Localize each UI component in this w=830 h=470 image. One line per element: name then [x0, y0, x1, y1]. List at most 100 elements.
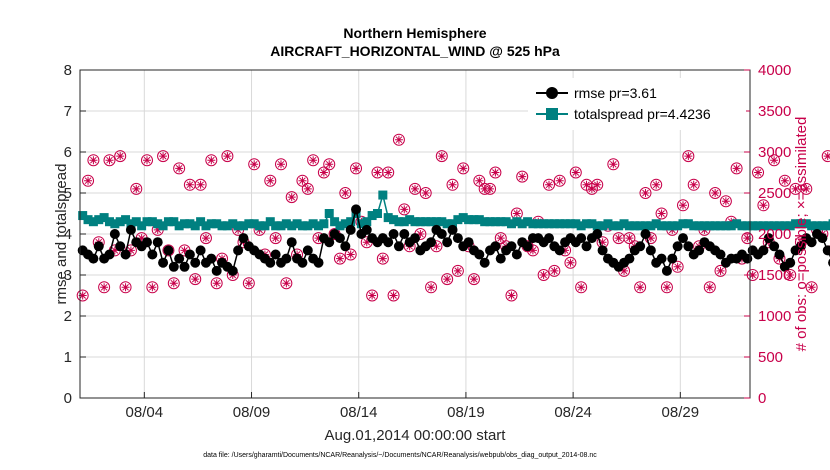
obs-count-point — [344, 248, 357, 261]
obs-count-point — [516, 170, 529, 183]
totalspread-point — [651, 219, 661, 229]
obs-possible-marker — [141, 154, 153, 167]
obs-possible-marker — [82, 174, 95, 187]
obs-possible-marker — [687, 178, 700, 191]
totalspread-point — [437, 217, 447, 227]
obs-assimilated-marker — [411, 184, 419, 193]
obs-assimilated-marker — [84, 176, 93, 185]
totalspread-point — [624, 221, 634, 231]
totalspread-point — [121, 215, 131, 225]
rmse-point — [233, 245, 244, 256]
rmse-point — [184, 249, 195, 260]
totalspread-point — [780, 221, 790, 231]
footnote: data file: /Users/gharamti/Documents/NCA… — [203, 452, 597, 459]
rmse-point — [822, 245, 830, 256]
totalspread-point — [174, 221, 184, 231]
obs-assimilated-marker — [539, 271, 548, 279]
totalspread-point — [94, 215, 104, 225]
obs-assimilated-marker — [121, 283, 130, 292]
totalspread-point — [571, 219, 581, 229]
obs-possible-marker — [516, 170, 529, 183]
totalspread-point — [137, 221, 147, 231]
rmse-point — [179, 261, 190, 272]
obs-assimilated-marker — [400, 205, 409, 214]
rmse-point — [672, 241, 683, 252]
obs-assimilated-marker — [143, 156, 151, 165]
obs-count-point — [650, 178, 663, 191]
rmse-point — [345, 224, 356, 235]
obs-count-point — [677, 199, 689, 212]
obs-possible-marker — [344, 248, 357, 261]
obs-assimilated-marker — [646, 234, 655, 243]
obs-possible-marker — [682, 150, 695, 163]
obs-count-point — [419, 187, 432, 199]
obs-possible-marker — [194, 178, 207, 191]
obs-possible-marker — [564, 256, 577, 269]
rmse-point — [383, 237, 394, 248]
obs-possible-marker — [419, 187, 432, 199]
obs-assimilated-marker — [684, 152, 693, 161]
rmse-point — [581, 241, 592, 252]
totalspread-point — [555, 219, 565, 229]
rmse-point — [152, 237, 163, 248]
obs-possible-marker — [275, 158, 287, 171]
obs-possible-marker — [264, 174, 277, 187]
obs-possible-marker — [607, 158, 620, 171]
obs-assimilated-marker — [309, 156, 318, 165]
obs-assimilated-marker — [823, 152, 830, 161]
obs-assimilated-marker — [78, 291, 87, 300]
obs-possible-marker — [660, 281, 673, 294]
obs-assimilated-marker — [201, 234, 210, 243]
obs-assimilated-marker — [362, 238, 371, 247]
rmse-point — [168, 261, 179, 272]
totalspread-point — [383, 213, 393, 223]
totalspread-point — [769, 221, 779, 231]
rmse-point — [206, 253, 217, 264]
obs-count-point — [569, 166, 582, 179]
obs-count-point — [323, 158, 336, 171]
obs-possible-marker — [398, 203, 411, 216]
obs-count-point — [141, 154, 153, 167]
totalspread-point — [362, 217, 372, 227]
obs-assimilated-marker — [105, 156, 114, 165]
obs-count-point — [157, 150, 170, 163]
x-tick-label: 08/24 — [554, 404, 592, 421]
obs-possible-marker — [671, 260, 684, 273]
obs-count-point — [682, 150, 695, 163]
obs-assimilated-marker — [325, 160, 334, 169]
totalspread-point — [276, 221, 286, 231]
obs-count-point — [103, 154, 116, 167]
obs-assimilated-marker — [180, 246, 189, 255]
rmse-point — [270, 249, 281, 260]
obs-assimilated-marker — [421, 189, 430, 197]
obs-assimilated-marker — [432, 242, 441, 251]
legend-rmse-marker — [546, 87, 558, 99]
rmse-point — [334, 233, 345, 244]
x-tick-label: 08/14 — [340, 404, 378, 421]
rmse-point — [104, 249, 115, 260]
obs-possible-marker — [634, 281, 647, 294]
obs-assimilated-marker — [475, 176, 484, 185]
rmse-point — [195, 245, 206, 256]
obs-possible-marker — [162, 244, 175, 257]
obs-count-point — [435, 150, 448, 163]
rmse-point — [479, 257, 490, 268]
rmse-point — [490, 241, 501, 252]
obs-count-point — [575, 281, 588, 294]
obs-assimilated-marker — [716, 266, 725, 275]
totalspread-point — [807, 221, 817, 231]
totalspread-point — [330, 217, 340, 227]
obs-assimilated-marker — [335, 254, 344, 263]
obs-count-point — [199, 232, 212, 245]
totalspread-point — [683, 219, 693, 229]
x-tick-label: 08/19 — [447, 404, 485, 421]
totalspread-point — [110, 219, 120, 229]
left-y-tick-label: 8 — [64, 62, 72, 79]
obs-possible-marker — [768, 154, 781, 167]
x-tick-label: 08/29 — [662, 404, 700, 421]
rmse-point — [511, 249, 522, 260]
totalspread-point — [667, 221, 677, 231]
rmse-point — [340, 241, 351, 252]
obs-count-point — [376, 252, 389, 265]
obs-possible-marker — [366, 289, 379, 302]
